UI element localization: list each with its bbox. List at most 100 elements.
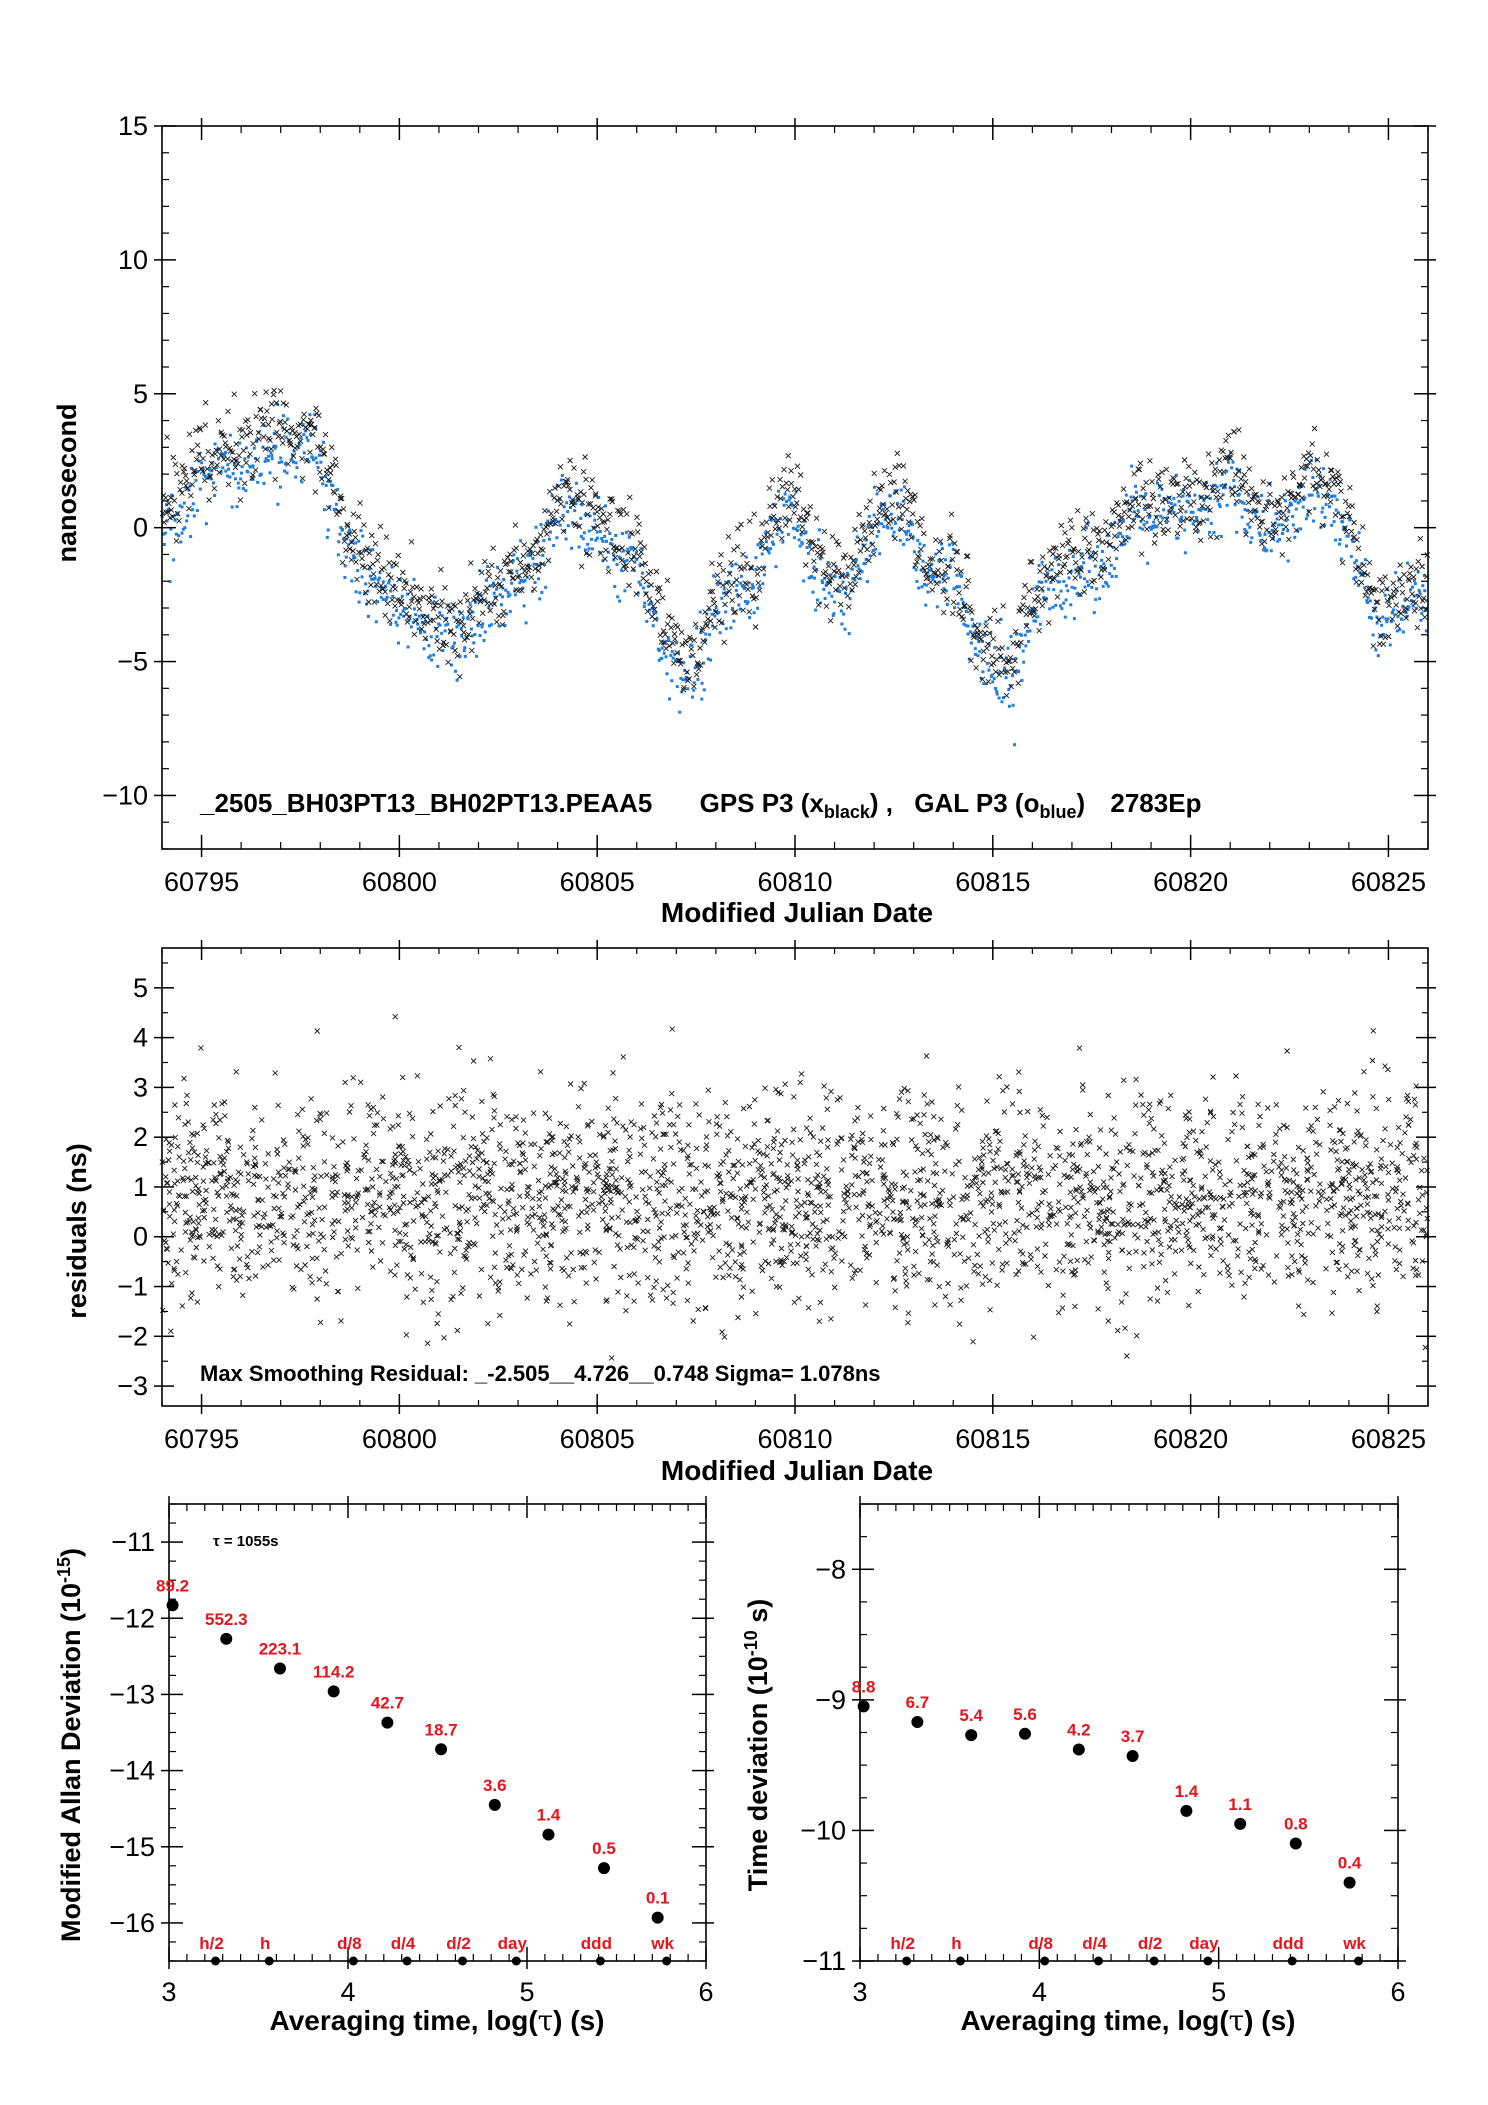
gal-point: [302, 433, 306, 437]
residual-point: [1155, 1147, 1161, 1154]
gal-point: [336, 487, 340, 491]
gps-point: [759, 520, 765, 527]
gps-point: [868, 529, 875, 536]
gal-point: [1282, 493, 1286, 497]
gps-point: [430, 605, 437, 612]
residual-point: [1035, 1201, 1042, 1208]
gal-point: [1209, 521, 1213, 525]
residual-point: [893, 1110, 900, 1117]
gal-point: [518, 581, 522, 585]
gps-point: [616, 547, 622, 553]
gps-point: [616, 508, 623, 515]
residual-point: [776, 1157, 783, 1163]
gps-point: [1075, 548, 1082, 555]
gps-point: [532, 565, 539, 572]
residual-point: [822, 1188, 829, 1195]
residual-point: [528, 1271, 534, 1277]
gps-point: [1167, 509, 1173, 516]
gps-point: [1239, 482, 1246, 489]
residual-point: [389, 1189, 396, 1195]
residual-point: [400, 1200, 407, 1206]
gal-point: [1049, 581, 1053, 584]
gps-point: [833, 538, 840, 545]
gps-point: [261, 415, 268, 422]
gps-point: [1165, 527, 1172, 533]
gps-point: [630, 566, 637, 572]
residual-point: [352, 1224, 359, 1231]
residual-point: [1272, 1139, 1279, 1146]
residual-point: [402, 1153, 409, 1160]
residual-point: [466, 1153, 473, 1159]
residual-point: [771, 1170, 777, 1177]
residual-point: [811, 1209, 818, 1215]
residual-point: [920, 1166, 927, 1172]
gps-point: [916, 554, 922, 561]
gps-point: [353, 559, 359, 565]
residual-point: [400, 1157, 407, 1164]
gps-point: [754, 571, 761, 577]
gal-point: [244, 489, 248, 493]
gal-point: [364, 582, 368, 586]
residual-point: [462, 1158, 469, 1164]
gal-point: [788, 495, 792, 499]
residual-point: [1361, 1068, 1367, 1075]
gal-point: [709, 658, 712, 662]
gal-point: [1235, 530, 1239, 534]
gal-point: [1041, 589, 1045, 593]
gal-point: [1112, 545, 1115, 549]
residual-point: [201, 1125, 208, 1132]
gal-point: [833, 575, 837, 579]
gal-point: [1048, 607, 1052, 611]
residual-point: [368, 1220, 374, 1227]
gal-point: [546, 509, 550, 513]
gal-point: [1411, 585, 1414, 589]
gps-point: [808, 546, 815, 553]
residual-point: [592, 1247, 599, 1253]
gps-point: [183, 478, 190, 484]
residual-point: [1055, 1309, 1062, 1316]
residual-point: [997, 1138, 1003, 1145]
gps-point: [592, 493, 599, 499]
gps-point: [1130, 517, 1137, 524]
gps-point: [1325, 481, 1332, 488]
gps-point: [824, 573, 830, 580]
gal-point: [504, 588, 508, 592]
residual-point: [1338, 1138, 1344, 1145]
residual-point: [1005, 1178, 1012, 1184]
gps-point: [874, 516, 881, 523]
gal-point: [798, 544, 802, 548]
residual-point: [662, 1182, 669, 1189]
gps-point: [546, 488, 553, 495]
residual-point: [353, 1175, 360, 1182]
gps-point: [709, 588, 716, 595]
gps-point: [623, 511, 630, 517]
residual-point: [195, 1215, 202, 1221]
gal-point: [1069, 603, 1073, 607]
gal-point: [468, 603, 472, 607]
gps-point: [201, 477, 208, 484]
residual-point: [520, 1151, 527, 1158]
gps-point: [443, 641, 450, 648]
residual-point: [599, 1198, 606, 1205]
gps-point: [572, 522, 579, 529]
residual-point: [584, 1188, 591, 1195]
residual-point: [1270, 1151, 1277, 1158]
residual-point: [605, 1105, 612, 1112]
gps-point: [1039, 554, 1046, 560]
gal-point: [357, 600, 361, 604]
gal-point: [952, 587, 956, 591]
gps-point: [485, 568, 492, 575]
residual-point: [375, 1224, 382, 1231]
gal-point: [165, 503, 168, 507]
residual-point: [568, 1250, 574, 1256]
gps-point: [567, 486, 573, 493]
gps-point: [275, 433, 282, 440]
residual-point: [1109, 1165, 1115, 1172]
gal-point: [894, 521, 897, 525]
residual-point: [233, 1216, 240, 1223]
residual-point: [773, 1211, 780, 1218]
residual-point: [1161, 1140, 1168, 1147]
residual-point: [478, 1266, 485, 1273]
gal-point: [907, 529, 910, 533]
residual-point: [281, 1141, 288, 1148]
